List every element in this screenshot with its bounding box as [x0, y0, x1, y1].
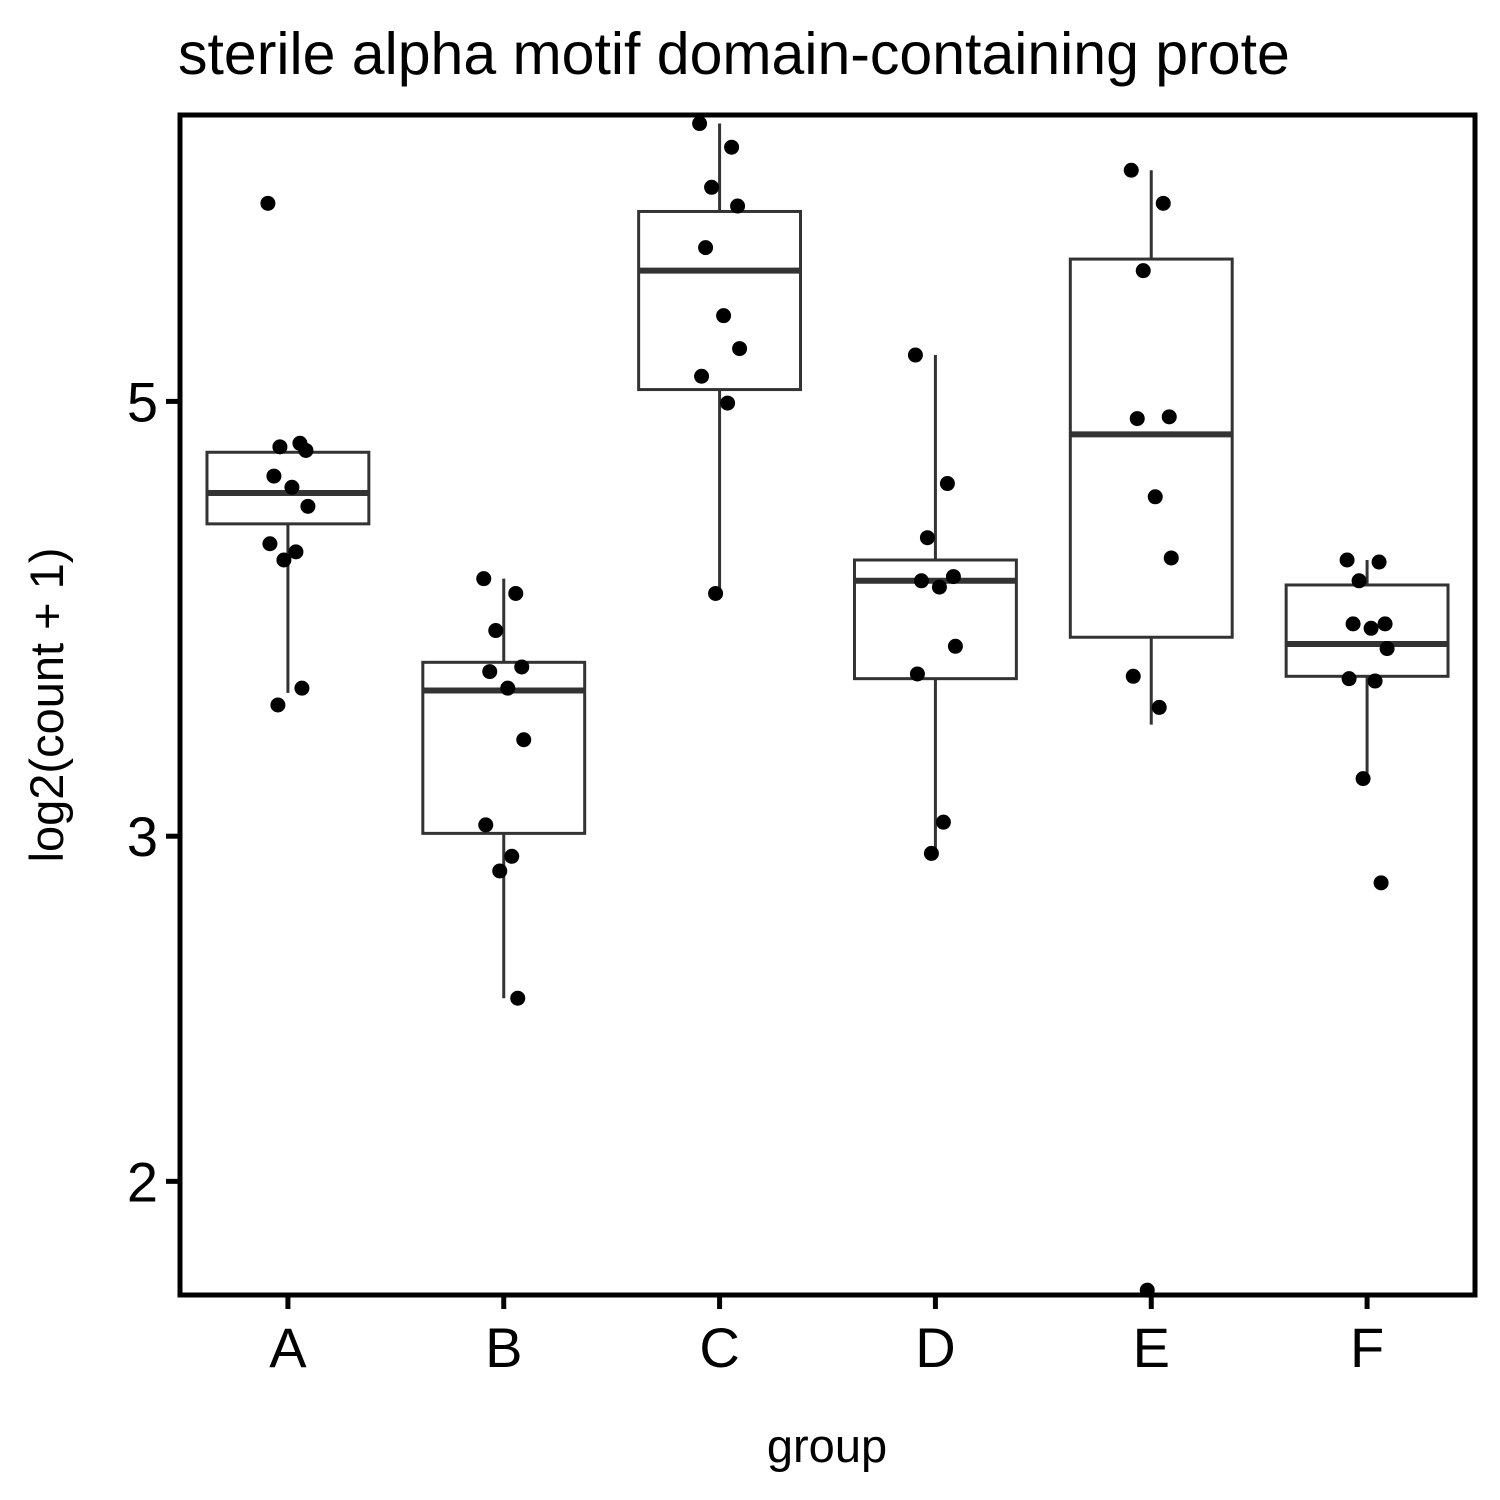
box-group-F	[1284, 552, 1450, 891]
data-point	[488, 623, 504, 639]
y-axis: 2 3 5	[127, 370, 180, 1213]
data-point	[704, 179, 720, 195]
data-point	[1345, 616, 1361, 632]
data-point	[276, 552, 292, 568]
x-tick-label: C	[699, 1316, 739, 1379]
data-point	[909, 666, 925, 682]
data-point	[945, 569, 961, 585]
data-point	[260, 195, 276, 211]
data-point	[913, 573, 929, 589]
data-point	[288, 544, 304, 560]
box-group-B	[421, 571, 587, 1006]
data-point	[298, 442, 314, 458]
data-point	[262, 536, 278, 552]
data-point	[732, 341, 748, 357]
plot-area	[205, 116, 1450, 1298]
y-tick-label: 3	[127, 805, 158, 868]
data-point	[504, 848, 520, 864]
data-point	[708, 585, 724, 601]
data-point	[482, 664, 498, 680]
x-tick-label: B	[485, 1316, 522, 1379]
data-point	[1371, 554, 1387, 570]
box-group-A	[205, 195, 371, 713]
data-point	[923, 845, 939, 861]
x-axis: A B C D E F	[269, 1295, 1384, 1379]
x-tick-label: E	[1133, 1316, 1170, 1379]
chart-title: sterile alpha motif domain-containing pr…	[178, 21, 1290, 87]
data-point	[514, 659, 530, 675]
data-point	[1147, 489, 1163, 505]
data-point	[516, 732, 532, 748]
data-point	[716, 308, 732, 324]
iqr-box	[637, 209, 803, 392]
plot-panel-border	[177, 112, 1478, 1298]
data-point	[1363, 620, 1379, 636]
data-point	[694, 368, 710, 384]
data-point	[724, 139, 740, 155]
x-tick-label: F	[1350, 1316, 1384, 1379]
data-point	[1379, 641, 1395, 657]
data-point	[508, 585, 524, 601]
data-point	[1151, 699, 1167, 715]
y-tick-label: 5	[127, 370, 158, 433]
data-point	[300, 498, 316, 514]
data-point	[692, 116, 708, 132]
data-point	[510, 990, 526, 1006]
data-point	[1161, 409, 1177, 425]
x-tick-label: A	[269, 1316, 307, 1379]
data-point	[284, 479, 300, 495]
data-point	[1367, 673, 1383, 689]
x-tick-label: D	[915, 1316, 955, 1379]
data-point	[698, 240, 714, 256]
data-point	[1355, 771, 1371, 787]
data-point	[907, 347, 923, 363]
data-point	[1351, 573, 1367, 589]
data-point	[492, 863, 508, 879]
x-axis-title: group	[767, 1419, 887, 1472]
data-point	[1135, 263, 1151, 279]
data-point	[1125, 668, 1141, 684]
box-group-C	[637, 116, 803, 601]
data-point	[266, 468, 282, 484]
data-point	[1123, 162, 1139, 178]
data-point	[919, 530, 935, 546]
data-point	[270, 697, 286, 713]
box-group-E	[1068, 162, 1234, 1298]
data-point	[500, 680, 516, 696]
data-point	[478, 817, 494, 833]
data-point	[1377, 616, 1393, 632]
data-point	[1341, 671, 1357, 687]
data-point	[1163, 550, 1179, 566]
iqr-box	[1068, 257, 1234, 639]
data-point	[1155, 195, 1171, 211]
data-point	[720, 395, 736, 411]
box-group-D	[852, 347, 1018, 861]
data-point	[476, 571, 492, 587]
data-point	[1129, 411, 1145, 427]
data-point	[947, 638, 963, 654]
data-point	[935, 814, 951, 830]
data-point	[1339, 552, 1355, 568]
data-point	[730, 198, 746, 214]
data-point	[294, 680, 310, 696]
data-point	[939, 476, 955, 492]
y-axis-title: log2(count + 1)	[20, 548, 73, 863]
data-point	[272, 439, 288, 455]
data-point	[1373, 875, 1389, 891]
y-tick-label: 2	[127, 1150, 158, 1213]
data-point	[931, 579, 947, 595]
